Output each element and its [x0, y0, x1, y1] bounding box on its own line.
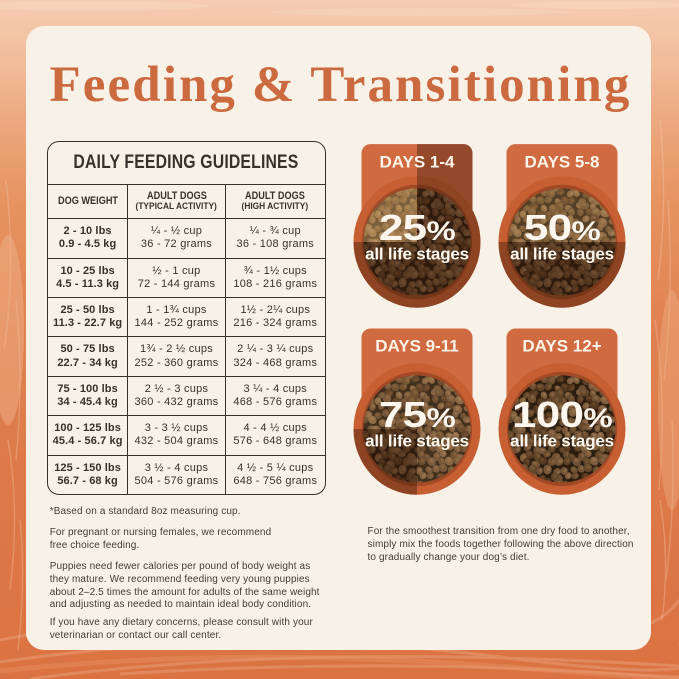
svg-text:DAYS 5-8: DAYS 5-8 — [524, 153, 599, 172]
svg-text:DAYS 9-11: DAYS 9-11 — [376, 337, 459, 356]
svg-text:all life stages: all life stages — [366, 431, 470, 450]
svg-text:DAYS 12+: DAYS 12+ — [522, 337, 601, 356]
svg-text:DAYS 1-4: DAYS 1-4 — [380, 153, 456, 172]
svg-text:all life stages: all life stages — [366, 244, 470, 263]
svg-text:all life stages: all life stages — [510, 431, 614, 450]
svg-text:all life stages: all life stages — [510, 244, 614, 263]
